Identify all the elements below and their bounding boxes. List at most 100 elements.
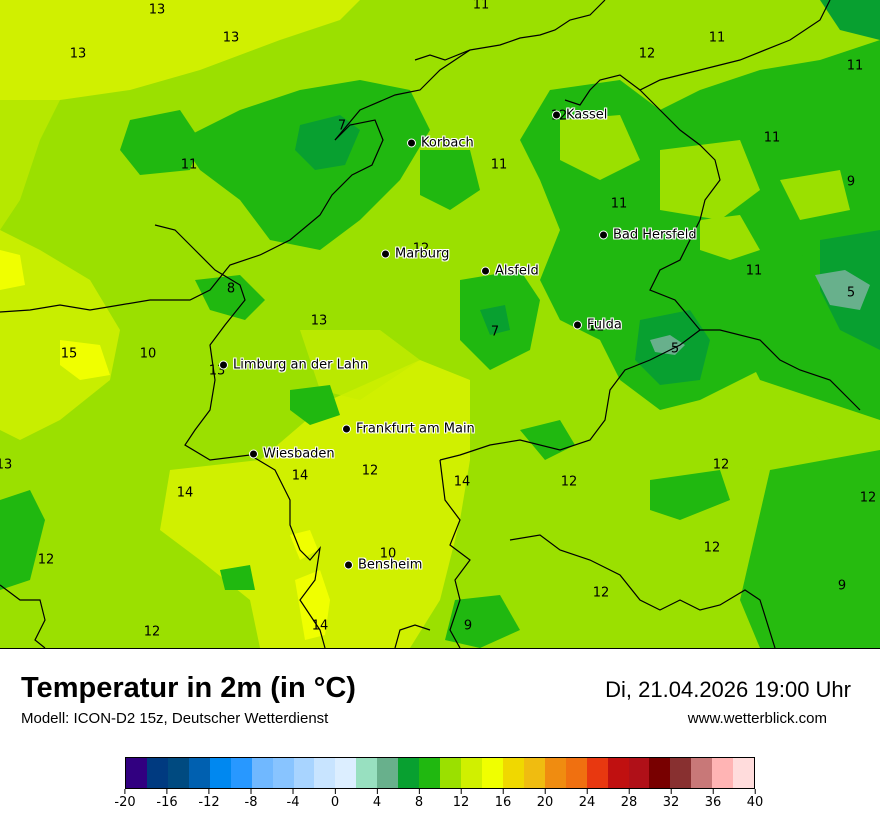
tick-mark xyxy=(124,789,126,794)
colorbar-bin xyxy=(586,758,608,788)
temperature-value-label: 11 xyxy=(745,263,763,279)
tick-mark xyxy=(670,789,672,794)
city-marker[interactable]: Limburg an der Lahn xyxy=(219,357,369,373)
map-title: Temperatur in 2m (in °C) xyxy=(21,672,356,704)
colorbar-tick: -20 xyxy=(114,789,136,810)
colorbar-tick: 0 xyxy=(331,789,339,810)
temperature-value-label: 12 xyxy=(143,624,161,640)
temperature-value-label: 12 xyxy=(361,463,379,479)
colorbar-tick: 8 xyxy=(415,789,423,810)
city-dot-icon xyxy=(552,110,561,120)
city-marker[interactable]: Frankfurt am Main xyxy=(342,421,475,437)
city-dot-icon xyxy=(407,138,416,148)
temperature-value-label: 13 xyxy=(148,2,166,18)
temperature-value-label: 5 xyxy=(670,341,680,357)
colorbar-tick: 40 xyxy=(747,789,763,810)
forecast-datetime: Di, 21.04.2026 19:00 Uhr xyxy=(605,677,851,702)
city-dot-icon xyxy=(344,560,353,570)
colorbar-bin xyxy=(523,758,545,788)
tick-mark xyxy=(586,789,588,794)
temperature-value-label: 12 xyxy=(592,585,610,601)
city-dot-icon xyxy=(381,249,390,259)
tick-mark xyxy=(754,789,756,794)
tick-label: 12 xyxy=(452,795,470,810)
temperature-value-label: 7 xyxy=(337,118,347,134)
temperature-value-label: 12 xyxy=(560,474,578,490)
colorbar-tick: -4 xyxy=(286,789,300,810)
colorbar-bin xyxy=(628,758,650,788)
city-marker[interactable]: Marburg xyxy=(381,246,450,262)
city-name: Bensheim xyxy=(358,557,423,573)
tick-label: -16 xyxy=(156,795,178,810)
temperature-value-label: 10 xyxy=(139,346,157,362)
tick-label: -12 xyxy=(198,795,220,810)
colorbar-tick: 4 xyxy=(373,789,381,810)
temperature-map[interactable]: 13 11 13 13 12 11 11 12 7 11 11 11 9 11 12 11 8 5 13 7 11 5 15… xyxy=(0,0,880,649)
city-marker[interactable]: Korbach xyxy=(407,136,474,151)
temperature-value-label: 12 xyxy=(37,552,55,568)
colorbar-bin xyxy=(377,758,399,788)
temperature-value-label: 14 xyxy=(291,468,309,484)
temperature-value-label: 5 xyxy=(846,285,856,301)
colorbar-bin xyxy=(146,758,168,788)
city-name: Limburg an der Lahn xyxy=(233,357,369,373)
tick-mark xyxy=(712,789,714,794)
city-marker[interactable]: Fulda xyxy=(573,317,622,333)
temperature-value-label: 12 xyxy=(712,457,730,473)
city-marker[interactable]: Bensheim xyxy=(344,557,423,573)
city-marker[interactable]: Bad Hersfeld xyxy=(599,228,697,243)
colorbar-tick: 20 xyxy=(537,789,553,810)
tick-label: -4 xyxy=(286,795,300,810)
temperature-value-label: 7 xyxy=(490,324,500,340)
colorbar-bin xyxy=(335,758,357,788)
city-dot-icon xyxy=(573,320,582,330)
city-dot-icon xyxy=(599,230,608,240)
colorbar-tick: 16 xyxy=(494,789,512,810)
tick-mark xyxy=(418,789,420,794)
temperature-value-label: 11 xyxy=(472,0,490,13)
colorbar-bin xyxy=(293,758,315,788)
tick-mark xyxy=(250,789,252,794)
tick-mark xyxy=(628,789,630,794)
city-name: Marburg xyxy=(395,246,450,262)
temperature-value-label: 8 xyxy=(226,281,236,297)
tick-mark xyxy=(292,789,294,794)
temperature-value-label: 14 xyxy=(176,485,194,501)
city-dot-icon xyxy=(481,266,490,276)
city-marker[interactable]: Kassel xyxy=(552,108,607,123)
temperature-value-label: 13 xyxy=(0,457,13,473)
temperature-value-label: 12 xyxy=(703,540,721,556)
tick-mark xyxy=(460,789,462,794)
temperature-value-label: 11 xyxy=(490,157,508,173)
tick-mark xyxy=(502,789,504,794)
colorbar-bin xyxy=(502,758,524,788)
tick-label: 4 xyxy=(372,795,382,810)
colorbar-bin xyxy=(272,758,294,788)
city-marker[interactable]: Alsfeld xyxy=(481,264,539,279)
city-dot-icon xyxy=(219,360,228,370)
tick-label: 28 xyxy=(620,795,638,810)
city-marker[interactable]: Wiesbaden xyxy=(249,447,335,462)
temperature-colorbar xyxy=(125,757,755,789)
temperature-value-label: 14 xyxy=(453,474,471,490)
colorbar-tick: -12 xyxy=(198,789,220,810)
temperature-value-label: 11 xyxy=(763,130,781,146)
temperature-field xyxy=(0,0,880,648)
colorbar-bin xyxy=(712,758,734,788)
temperature-value-label: 15 xyxy=(60,346,78,362)
temperature-value-label: 13 xyxy=(310,313,328,329)
colorbar-bin xyxy=(167,758,189,788)
city-name: Fulda xyxy=(587,317,622,333)
colorbar-ticks: -20 -16 -12 -8 -4 0 4 8 12 16 20 24 28 32 36 40 xyxy=(114,789,763,819)
colorbar-bin xyxy=(251,758,273,788)
colorbar-bin xyxy=(398,758,420,788)
city-name: Frankfurt am Main xyxy=(356,421,475,437)
tick-label: 24 xyxy=(578,795,596,810)
temperature-value-label: 11 xyxy=(610,196,628,212)
colorbar-bin xyxy=(670,758,692,788)
city-dot-icon xyxy=(249,449,258,459)
colorbar-tick: 36 xyxy=(705,789,721,810)
tick-label: 16 xyxy=(494,795,512,810)
temperature-value-label: 11 xyxy=(846,58,864,74)
model-subtitle: Modell: ICON-D2 15z, Deutscher Wetterdie… xyxy=(21,710,329,727)
